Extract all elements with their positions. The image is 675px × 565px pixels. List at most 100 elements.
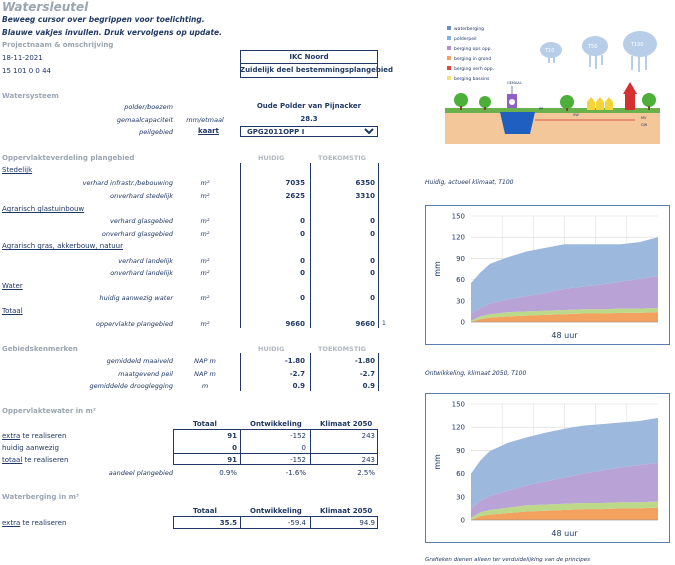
project-name[interactable]: IKC Noord (289, 53, 329, 61)
area-series (471, 307, 658, 322)
extra-row-label: extra te realiseren (2, 432, 66, 440)
instruction-hover: Beweeg cursor over begrippen voor toelic… (2, 15, 205, 24)
row-huidig[interactable]: 0 (300, 230, 305, 238)
totaal-water-link[interactable]: totaal (2, 456, 23, 464)
area-series (471, 462, 658, 518)
row-unit: NAP m (194, 357, 216, 365)
project-name-box[interactable] (240, 50, 378, 78)
row-unit: m² (200, 320, 210, 328)
wb-klimaat: 94.9 (359, 519, 375, 527)
y-axis-label: mm (433, 261, 442, 277)
col-klimaat: Klimaat 2050 (320, 507, 373, 515)
y-tick-label: 120 (452, 424, 465, 432)
kaart-link[interactable]: kaart (198, 127, 219, 135)
chart2-caption: Ontwikkeling, klimaat 2050, T100 (425, 370, 527, 377)
row-huidig[interactable]: 7035 (285, 179, 305, 187)
gemaal-value: 28.3 (300, 115, 318, 123)
col-ontwikkeling: Ontwikkeling (250, 420, 302, 428)
huidig-totaal: 0 (232, 444, 237, 452)
water-link[interactable]: Water (2, 282, 23, 290)
legend-label: berging bassins (454, 76, 490, 82)
trailing-mark: 1 (382, 320, 386, 327)
wb-extra-link[interactable]: extra (2, 519, 21, 527)
row-label: gemiddelde drooglegging (89, 382, 174, 390)
y-tick-label: 0 (461, 517, 465, 525)
stedelijk-link[interactable]: Stedelijk (2, 166, 33, 174)
project-description[interactable]: Zuidelijk deel bestemmingsplangebied (240, 66, 394, 74)
legend-label: berging verh opp. (454, 66, 494, 72)
totaal-ontwikkeling: -152 (290, 456, 306, 464)
glastuinbouw-link[interactable]: Agrarisch glastuinbouw (2, 205, 85, 213)
chart-future: 0 30 60 90 120 150 mm 48 uur (425, 393, 670, 543)
totaal-totaal: 91 (227, 456, 237, 464)
y-tick-label: 0 (461, 319, 465, 327)
gemaal-unit: mm/etmaal (186, 116, 224, 124)
row-label: onverhard landelijk (110, 269, 173, 277)
area-series (471, 276, 658, 321)
cloud-t10: T10 (540, 42, 562, 63)
oppwater-heading: Oppervlaktewater in m² (2, 407, 96, 415)
extra-link[interactable]: extra (2, 432, 21, 440)
totaal-link[interactable]: Totaal (2, 307, 23, 315)
row-unit: m² (200, 257, 210, 265)
row-toekomstig: -1.80 (354, 357, 375, 365)
row-toekomstig[interactable]: 6350 (355, 179, 375, 187)
gw-label: GW (641, 123, 648, 127)
peilgebied-select[interactable]: GPG2011OPP I (240, 126, 378, 137)
totaal-row-label: totaal te realiseren (2, 456, 68, 464)
y-tick-label: 120 (452, 234, 465, 242)
polder-value: Oude Polder van Pijnacker (256, 102, 362, 110)
row-label: onverhard stedelijk (110, 192, 173, 200)
row-huidig[interactable]: 0 (300, 257, 305, 265)
row-toekomstig[interactable]: 0 (370, 217, 375, 225)
row-huidig: 0.9 (292, 382, 305, 390)
gras-link[interactable]: Agrarisch gras, akkerbouw, natuur (2, 242, 123, 250)
y-tick-label: 30 (456, 297, 465, 305)
project-date: 18-11-2021 (2, 54, 43, 62)
wb-extra-row-label: extra te realiseren (2, 519, 66, 527)
legend-swatch (447, 56, 451, 60)
row-huidig[interactable]: 0 (300, 217, 305, 225)
chart-footer-note: Grafieken dienen alleen ter verduidelijk… (425, 557, 590, 563)
area-series (471, 312, 658, 322)
cloud-label: T10 (544, 48, 554, 54)
y-tick-label: 30 (456, 493, 465, 501)
tree-icon (560, 95, 574, 111)
chart1-caption: Huidig, actueel klimaat, T100 (425, 179, 514, 186)
row-huidig[interactable]: 0 (300, 294, 305, 302)
aandeel-ontwikkeling: -1.6% (285, 469, 306, 477)
ditch-water (500, 112, 535, 134)
diagram-legend: waterberging polderpeil berging ops opp.… (447, 26, 494, 82)
area-series (471, 237, 658, 314)
tree-icon (479, 96, 491, 110)
col-huidig: HUIDIG (258, 154, 285, 162)
row-huidig[interactable]: 0 (300, 269, 305, 277)
row-huidig: 9660 (285, 320, 305, 328)
x-axis-label: 48 uur (551, 529, 578, 538)
totaal-klimaat: 243 (361, 456, 375, 464)
row-huidig[interactable]: 2625 (285, 192, 305, 200)
row-unit: NAP m (194, 370, 216, 378)
mv-label: MV (641, 116, 647, 120)
row-toekomstig[interactable]: 3310 (355, 192, 375, 200)
chart-current: 0 30 60 90 120 150 mm 48 uur (425, 205, 670, 345)
aandeel-label: aandeel plangebied (108, 469, 173, 477)
col-toekomstig: TOEKOMSTIG (318, 345, 367, 353)
wb-extra-suffix: te realiseren (20, 519, 67, 527)
row-toekomstig: -2.7 (359, 370, 375, 378)
project-code: 15 101 0 0 44 (2, 67, 51, 75)
huidig-row-label: huidig aanwezig (2, 444, 59, 452)
wb-totaal: 35.5 (219, 519, 237, 527)
col-toekomstig: TOEKOMSTIG (318, 154, 367, 162)
row-toekomstig[interactable]: 0 (370, 294, 375, 302)
row-toekomstig: 0.9 (362, 382, 375, 390)
y-tick-label: 90 (456, 447, 465, 455)
peilgebied-label: peilgebied (139, 128, 173, 136)
row-toekomstig[interactable]: 0 (370, 230, 375, 238)
row-toekomstig[interactable]: 0 (370, 269, 375, 277)
polder-label: polder/boezem (124, 103, 173, 111)
aandeel-totaal: 0.9% (219, 469, 237, 477)
totaal-suffix: te realiseren (22, 456, 69, 464)
row-toekomstig[interactable]: 0 (370, 257, 375, 265)
oppwater-table (173, 429, 378, 465)
